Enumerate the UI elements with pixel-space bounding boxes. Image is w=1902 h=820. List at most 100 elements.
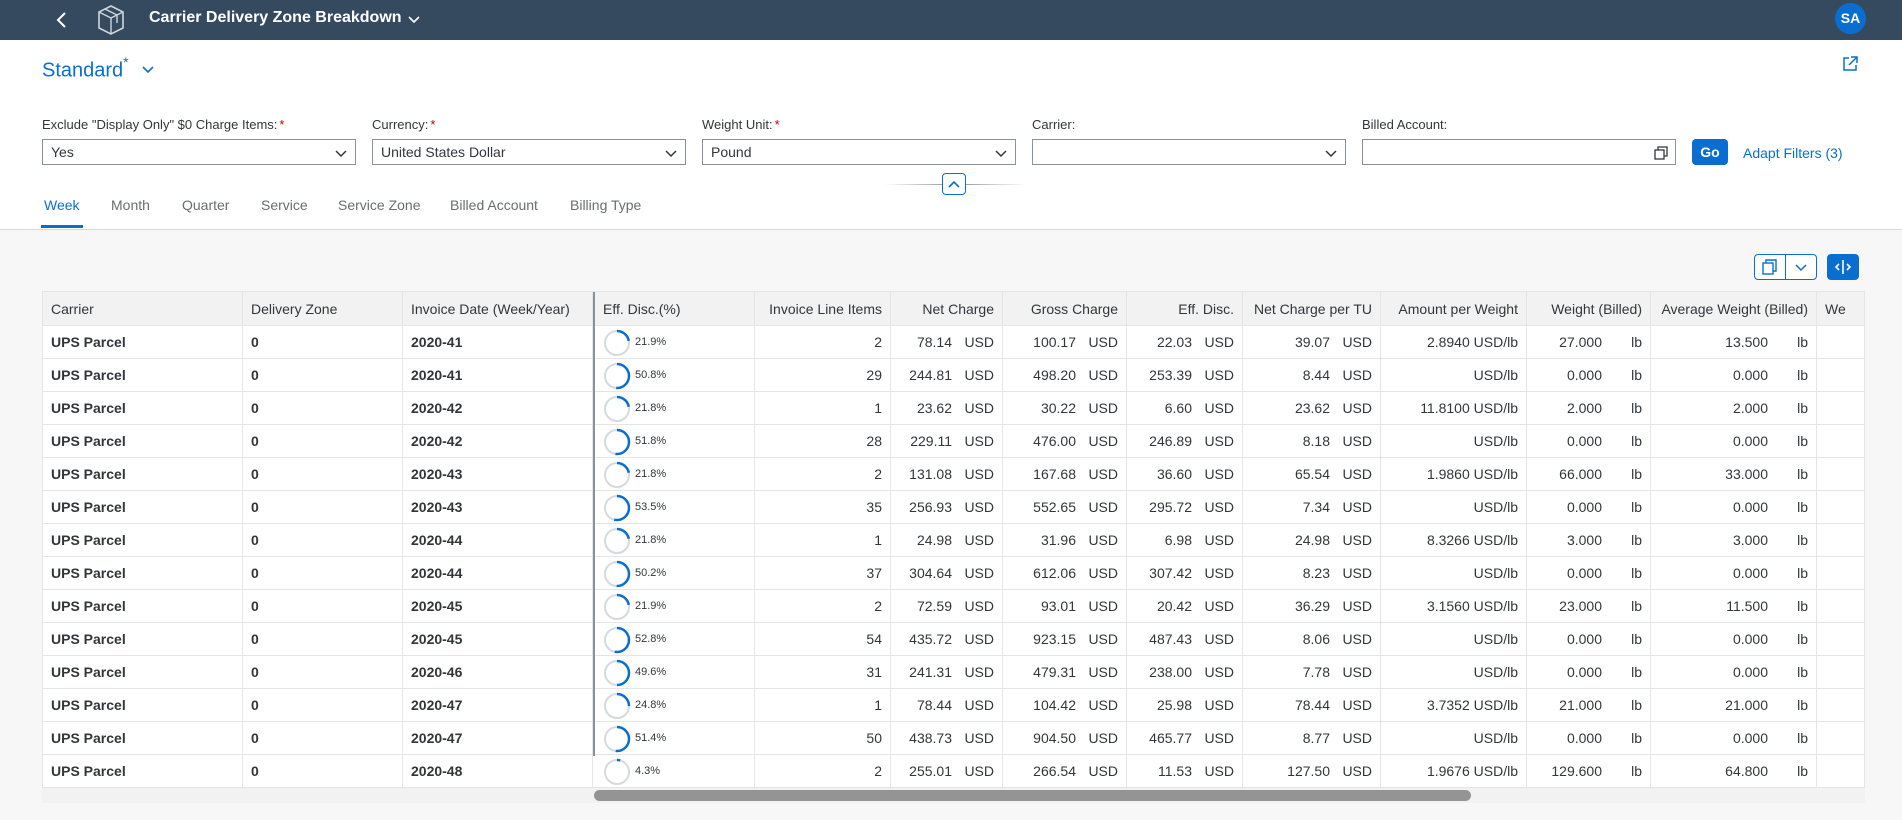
column-header[interactable]: Gross Charge xyxy=(1003,292,1127,326)
column-header[interactable]: Net Charge per TU xyxy=(1243,292,1381,326)
cell-value: 104.42 xyxy=(1033,697,1076,713)
app-title[interactable]: Carrier Delivery Zone Breakdown xyxy=(149,9,402,26)
variant-selector[interactable]: Standard* xyxy=(42,54,129,83)
eff-disc-pct-cell: 4.3% xyxy=(595,755,755,787)
cell-value: 2.8940 USD/lb xyxy=(1426,334,1518,350)
tab-billed-account[interactable]: Billed Account xyxy=(450,197,538,213)
table-row[interactable]: UPS Parcel 0 2020-44 50.2% 37 USD 304.64 USD 612… xyxy=(43,557,1864,590)
column-header[interactable]: Amount per Weight xyxy=(1381,292,1527,326)
chevron-down-icon[interactable] xyxy=(333,145,349,161)
invoice-week-cell: 2020-42 xyxy=(403,425,593,457)
column-header[interactable]: Eff. Disc. xyxy=(1127,292,1243,326)
column-header[interactable]: Delivery Zone xyxy=(243,292,403,326)
table-row[interactable]: UPS Parcel 0 2020-45 21.9% 2 USD 72.59 USD 93.01… xyxy=(43,590,1864,623)
weight-billed-cell: lb 0.000 xyxy=(1527,623,1651,655)
go-button[interactable]: Go xyxy=(1692,139,1728,165)
table-row[interactable]: UPS Parcel 0 2020-43 21.8% 2 USD 131.08 USD 167.… xyxy=(43,458,1864,491)
column-width-button[interactable] xyxy=(1827,254,1859,280)
shell-bar: Carrier Delivery Zone Breakdown SA xyxy=(0,0,1902,40)
tab-quarter[interactable]: Quarter xyxy=(182,197,230,213)
horizontal-scroll-thumb[interactable] xyxy=(594,790,1471,801)
line-items-cell: 1 xyxy=(755,392,891,424)
tab-week[interactable]: Week xyxy=(44,197,80,213)
required-marker: * xyxy=(430,117,436,132)
carrier-cell: UPS Parcel xyxy=(43,656,243,688)
cell-value: 0.000 xyxy=(1566,631,1602,647)
chevron-down-icon[interactable] xyxy=(140,61,156,77)
cell-value: 923.15 xyxy=(1033,631,1076,647)
table-row[interactable]: UPS Parcel 0 2020-47 24.8% 1 USD 78.44 USD 104.4… xyxy=(43,689,1864,722)
table-row[interactable]: UPS Parcel 0 2020-41 21.9% 2 USD 78.14 USD 100.1… xyxy=(43,326,1864,359)
tab-service[interactable]: Service xyxy=(261,197,308,213)
column-header[interactable]: We xyxy=(1817,292,1864,326)
billed-account-input[interactable] xyxy=(1362,139,1676,165)
delivery-zone-cell: 0 xyxy=(243,755,403,787)
column-header[interactable]: Invoice Line Items xyxy=(755,292,891,326)
weight-unit-select[interactable]: Pound xyxy=(702,139,1016,165)
unit-label: USD xyxy=(964,532,994,548)
tab-month[interactable]: Month xyxy=(111,197,150,213)
table-row[interactable]: UPS Parcel 0 2020-48 4.3% 2 USD 255.01 USD 266.5… xyxy=(43,755,1864,788)
value-help-icon[interactable] xyxy=(1653,145,1669,161)
carrier-select[interactable] xyxy=(1032,139,1346,165)
back-arrow-icon[interactable] xyxy=(50,8,74,32)
amount-per-weight-cell: 1.9676 USD/lb xyxy=(1381,755,1527,787)
cell-value: USD/lb xyxy=(1473,499,1518,515)
column-header[interactable]: Invoice Date (Week/Year) xyxy=(403,292,593,326)
radial-progress-icon xyxy=(603,725,631,753)
delivery-zone-cell: 0 xyxy=(243,458,403,490)
overflow-cell xyxy=(1817,623,1864,655)
tab-service-zone[interactable]: Service Zone xyxy=(338,197,421,213)
cell-value: 304.64 xyxy=(909,565,952,581)
chevron-down-icon[interactable] xyxy=(663,145,679,161)
unit-label: USD xyxy=(1204,763,1234,779)
cell-value: 3.000 xyxy=(1732,532,1768,548)
copy-options-button[interactable] xyxy=(1785,254,1817,280)
table-row[interactable]: UPS Parcel 0 2020-41 50.8% 29 USD 244.81 USD 498… xyxy=(43,359,1864,392)
column-header[interactable]: Weight (Billed) xyxy=(1527,292,1651,326)
cell-value: 72.59 xyxy=(916,598,952,614)
net-per-tu-cell: USD 39.07 xyxy=(1243,326,1381,358)
exclude-display-only-select[interactable]: Yes xyxy=(42,139,356,165)
share-icon[interactable] xyxy=(1840,54,1860,74)
collapse-header-button[interactable] xyxy=(942,173,966,195)
column-header[interactable]: Eff. Disc.(%) xyxy=(595,292,755,326)
table-row[interactable]: UPS Parcel 0 2020-47 51.4% 50 USD 438.73 USD 904… xyxy=(43,722,1864,755)
chevron-down-icon[interactable] xyxy=(993,145,1009,161)
column-header[interactable]: Net Charge xyxy=(891,292,1003,326)
table-header: Carrier Delivery Zone Invoice Date (Week… xyxy=(43,292,1864,326)
gross-charge-cell: USD 612.06 xyxy=(1003,557,1127,589)
line-items-cell: 31 xyxy=(755,656,891,688)
disc-pct-label: 52.8% xyxy=(635,633,667,645)
cell-value: 8.23 xyxy=(1302,565,1330,581)
weight-billed-cell: lb 21.000 xyxy=(1527,689,1651,721)
copy-button[interactable] xyxy=(1754,254,1786,280)
gross-charge-cell: USD 30.22 xyxy=(1003,392,1127,424)
unit-label: USD xyxy=(1342,565,1372,581)
weight-billed-cell: lb 0.000 xyxy=(1527,656,1651,688)
unit-label: lb xyxy=(1631,763,1642,779)
avg-weight-cell: lb 13.500 xyxy=(1651,326,1817,358)
table-row[interactable]: UPS Parcel 0 2020-45 52.8% 54 USD 435.72 USD 923… xyxy=(43,623,1864,656)
app-logo-icon[interactable] xyxy=(95,3,127,37)
table-row[interactable]: UPS Parcel 0 2020-42 51.8% 28 USD 229.11 USD 476… xyxy=(43,425,1864,458)
table-row[interactable]: UPS Parcel 0 2020-46 49.6% 31 USD 241.31 USD 479… xyxy=(43,656,1864,689)
unit-label: USD xyxy=(1342,466,1372,482)
column-header[interactable]: Carrier xyxy=(43,292,243,326)
currency-select[interactable]: United States Dollar xyxy=(372,139,686,165)
chevron-down-icon[interactable] xyxy=(1323,145,1339,161)
chevron-down-icon[interactable] xyxy=(406,11,422,27)
invoice-week-cell: 2020-46 xyxy=(403,656,593,688)
table-row[interactable]: UPS Parcel 0 2020-44 21.8% 1 USD 24.98 USD 31.96… xyxy=(43,524,1864,557)
cell-value: 54 xyxy=(866,631,882,647)
tab-billing-type[interactable]: Billing Type xyxy=(570,197,642,213)
adapt-filters-link[interactable]: Adapt Filters (3) xyxy=(1743,145,1843,161)
avg-weight-cell: lb 21.000 xyxy=(1651,689,1817,721)
cell-value: 39.07 xyxy=(1294,334,1330,350)
cell-value: 23.000 xyxy=(1559,598,1602,614)
table-row[interactable]: UPS Parcel 0 2020-42 21.8% 1 USD 23.62 USD 30.22… xyxy=(43,392,1864,425)
overflow-cell xyxy=(1817,326,1864,358)
table-row[interactable]: UPS Parcel 0 2020-43 53.5% 35 USD 256.93 USD 552… xyxy=(43,491,1864,524)
column-header[interactable]: Average Weight (Billed) xyxy=(1651,292,1817,326)
user-avatar[interactable]: SA xyxy=(1835,3,1866,34)
